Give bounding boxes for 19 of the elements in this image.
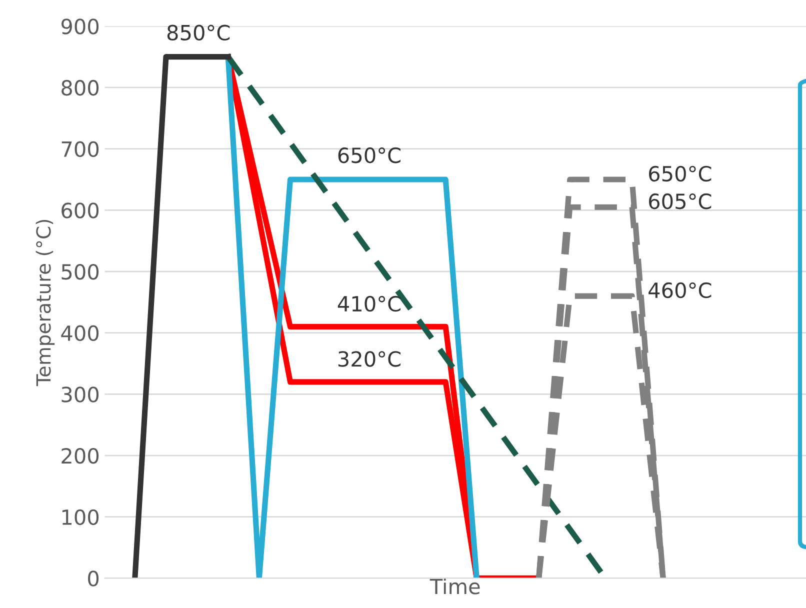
- annotation: 650°C: [649, 166, 712, 182]
- y-tick-label: 900: [61, 18, 99, 34]
- y-tick-label: 500: [62, 264, 99, 280]
- y-axis-title: Temperature (°C): [36, 220, 55, 386]
- y-tick-label: 600: [62, 202, 99, 218]
- y-tick-label: 400: [61, 325, 99, 342]
- annotation: 605°C: [649, 193, 712, 210]
- annotation: 320°C: [338, 351, 400, 367]
- annotation: 650°C: [338, 147, 400, 164]
- annotation: 850°C: [167, 24, 230, 41]
- y-tick-label: 700: [62, 141, 99, 158]
- annotation: 460°C: [648, 282, 712, 298]
- y-tick-label: 300: [62, 386, 99, 402]
- y-tick-label: 0: [88, 570, 99, 586]
- annotation: 410°C: [338, 296, 400, 312]
- y-tick-label: 800: [62, 80, 99, 96]
- x-axis-title: Time: [430, 578, 480, 594]
- y-tick-label: 100: [62, 509, 99, 526]
- y-tick-label: 200: [62, 448, 99, 464]
